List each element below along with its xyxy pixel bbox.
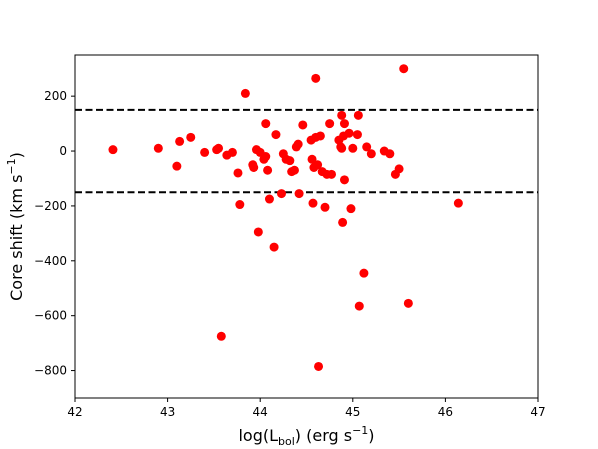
data-point xyxy=(453,198,463,208)
x-tick-label: 44 xyxy=(253,405,268,419)
data-point xyxy=(359,268,369,278)
data-point xyxy=(337,110,347,120)
data-point xyxy=(269,242,279,252)
data-point xyxy=(362,142,372,152)
data-point xyxy=(293,139,303,149)
data-point xyxy=(108,145,118,155)
x-tick-label: 46 xyxy=(438,405,453,419)
y-tick-label: −200 xyxy=(34,199,67,213)
data-point xyxy=(385,149,395,159)
data-point xyxy=(285,156,295,166)
data-point xyxy=(348,143,358,153)
x-tick-label: 42 xyxy=(67,405,82,419)
data-point xyxy=(261,152,271,162)
data-point xyxy=(354,301,364,311)
y-tick-label: −600 xyxy=(34,309,67,323)
data-point xyxy=(337,143,347,153)
data-point xyxy=(172,161,182,171)
data-point xyxy=(153,143,163,153)
x-axis: 42 43 44 45 46 47 xyxy=(67,398,546,419)
data-point xyxy=(289,165,299,175)
data-point xyxy=(263,165,273,175)
data-point xyxy=(261,119,271,129)
plot-frame xyxy=(74,54,539,399)
data-point xyxy=(271,130,281,140)
reference-lines xyxy=(75,108,538,194)
plot-area xyxy=(75,55,538,398)
data-point xyxy=(352,130,362,140)
data-point xyxy=(240,88,250,98)
x-axis-label: log(Lbol) (erg s−1) xyxy=(238,424,374,448)
data-point xyxy=(325,119,335,129)
data-point xyxy=(294,189,304,199)
data-point xyxy=(227,147,237,157)
data-point xyxy=(399,64,409,74)
data-point xyxy=(346,204,356,214)
x-tick-label: 43 xyxy=(160,405,175,419)
data-point xyxy=(200,147,210,157)
data-point xyxy=(339,175,349,185)
data-point xyxy=(186,132,196,142)
data-point xyxy=(320,202,330,212)
data-point xyxy=(216,331,226,341)
x-tick-label: 45 xyxy=(345,405,360,419)
data-point xyxy=(403,298,413,308)
data-point xyxy=(311,73,321,83)
y-axis-label: Core shift (km s−1) xyxy=(5,152,26,301)
data-point xyxy=(315,131,325,141)
data-point xyxy=(307,154,317,164)
data-point xyxy=(339,119,349,129)
data-point xyxy=(344,128,354,138)
y-tick-label: 0 xyxy=(59,144,67,158)
data-point xyxy=(233,168,243,178)
data-point xyxy=(253,227,263,237)
data-point xyxy=(276,189,286,199)
data-point xyxy=(338,217,348,227)
y-tick-label: −400 xyxy=(34,254,67,268)
data-point xyxy=(214,143,224,153)
x-tick-label: 47 xyxy=(530,405,545,419)
data-point xyxy=(235,200,245,210)
data-points xyxy=(108,64,463,371)
data-point xyxy=(353,110,363,120)
data-point xyxy=(298,120,308,130)
data-point xyxy=(249,163,259,173)
data-point xyxy=(313,160,323,170)
data-point xyxy=(314,361,324,371)
data-point xyxy=(308,198,318,208)
y-tick-label: 200 xyxy=(44,89,67,103)
data-point xyxy=(366,149,376,159)
data-point xyxy=(394,164,404,174)
y-axis: 200 0 −200 −400 −600 −800 xyxy=(34,89,75,378)
data-point xyxy=(327,169,337,179)
data-point xyxy=(175,136,185,146)
data-point xyxy=(264,194,274,204)
y-tick-label: −800 xyxy=(34,364,67,378)
